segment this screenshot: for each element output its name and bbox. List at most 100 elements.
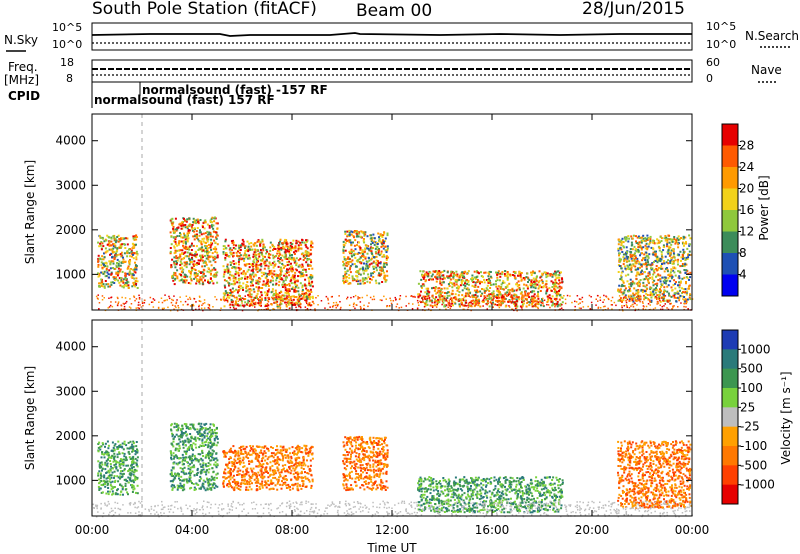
range-gate-cell (128, 248, 130, 251)
range-gate-cell (189, 298, 192, 300)
range-gate-cell (240, 285, 243, 287)
range-gate-cell (227, 244, 230, 247)
range-gate-cell (629, 263, 632, 266)
range-gate-cell (277, 246, 280, 248)
range-gate-cell (358, 272, 361, 275)
range-gate-cell (653, 268, 656, 271)
range-gate-cell (630, 305, 632, 307)
range-gate-cell (590, 301, 593, 304)
range-gate-cell (202, 261, 205, 264)
range-gate-cell (179, 255, 182, 258)
range-gate-cell (650, 268, 653, 271)
range-gate-cell (501, 300, 503, 303)
range-gate-cell (464, 279, 467, 282)
range-gate-cell (196, 235, 198, 238)
range-gate-cell (368, 302, 370, 304)
range-gate-cell (281, 286, 284, 288)
range-gate-cell (540, 286, 543, 289)
range-gate-cell (115, 271, 118, 274)
range-gate-cell (157, 307, 160, 309)
range-gate-cell (455, 274, 458, 277)
range-gate-cell (311, 297, 314, 300)
range-gate-cell (644, 261, 647, 264)
range-gate-cell (650, 287, 653, 289)
range-gate-cell (511, 289, 514, 292)
range-gate-cell (626, 306, 628, 308)
range-gate-cell (426, 303, 429, 306)
range-gate-cell (561, 307, 563, 309)
range-gate-cell (135, 463, 138, 466)
range-gate-cell (344, 249, 347, 252)
range-gate-cell (123, 308, 125, 310)
range-gate-cell (652, 273, 655, 276)
range-gate-cell (560, 271, 562, 274)
range-gate-cell (188, 231, 191, 234)
range-gate-cell (110, 474, 113, 477)
range-gate-cell (229, 294, 232, 297)
range-gate-cell (604, 305, 606, 308)
range-gate-cell (440, 288, 443, 291)
y-tick-label: 2000 (55, 223, 86, 237)
range-gate-cell (300, 273, 303, 275)
range-gate-cell (297, 290, 300, 293)
range-gate-cell (259, 244, 262, 247)
range-gate-cell (510, 296, 513, 299)
range-gate-cell (637, 289, 640, 291)
range-gate-cell (653, 242, 656, 245)
range-gate-cell (679, 294, 682, 297)
range-gate-cell (107, 482, 109, 485)
range-gate-cell (667, 259, 670, 262)
range-gate-cell (126, 252, 129, 255)
range-gate-cell (473, 296, 476, 299)
range-gate-cell (129, 260, 132, 263)
range-gate-cell (435, 300, 438, 302)
range-gate-cell (172, 225, 175, 228)
range-gate-cell (288, 288, 291, 291)
range-gate-cell (623, 305, 625, 307)
range-gate-cell (131, 273, 134, 276)
range-gate-cell (234, 273, 237, 276)
range-gate-cell (348, 277, 351, 280)
range-gate-cell (135, 266, 138, 269)
range-gate-cell (193, 230, 196, 233)
range-gate-cell (292, 239, 295, 242)
range-gate-cell (410, 295, 412, 297)
range-gate-cell (633, 287, 636, 290)
range-gate-cell (372, 276, 375, 278)
range-gate-cell (290, 279, 293, 282)
range-gate-cell (370, 247, 373, 250)
range-gate-cell (453, 284, 456, 287)
range-gate-cell (353, 231, 356, 234)
range-gate-cell (288, 263, 291, 266)
range-gate-cell (135, 491, 137, 494)
range-gate-cell (288, 284, 291, 287)
range-gate-cell (621, 305, 623, 307)
range-gate-cell (300, 297, 303, 300)
range-gate-cell (539, 300, 542, 303)
range-gate-cell (504, 297, 507, 300)
range-gate-cell (190, 249, 193, 251)
range-gate-cell (356, 244, 358, 247)
range-gate-cell (107, 235, 110, 238)
range-gate-cell (233, 308, 236, 310)
range-gate-cell (576, 295, 579, 297)
range-gate-cell (438, 287, 441, 290)
range-gate-cell (180, 270, 183, 273)
range-gate-cell (547, 299, 550, 302)
range-gate-cell (272, 254, 274, 257)
range-gate-cell (184, 219, 186, 222)
range-gate-cell (684, 288, 687, 291)
range-gate-cell (361, 266, 364, 269)
range-gate-cell (127, 284, 130, 287)
range-gate-cell (107, 456, 110, 459)
range-gate-cell (294, 285, 297, 288)
range-gate-cell (213, 267, 216, 270)
range-gate-cell (251, 268, 254, 271)
range-gate-cell (418, 304, 420, 306)
range-gate-cell (270, 269, 273, 272)
range-gate-cell (497, 289, 500, 292)
range-gate-cell (555, 295, 558, 298)
range-gate-cell (150, 301, 153, 303)
range-gate-cell (654, 260, 657, 262)
range-gate-cell (228, 255, 231, 258)
